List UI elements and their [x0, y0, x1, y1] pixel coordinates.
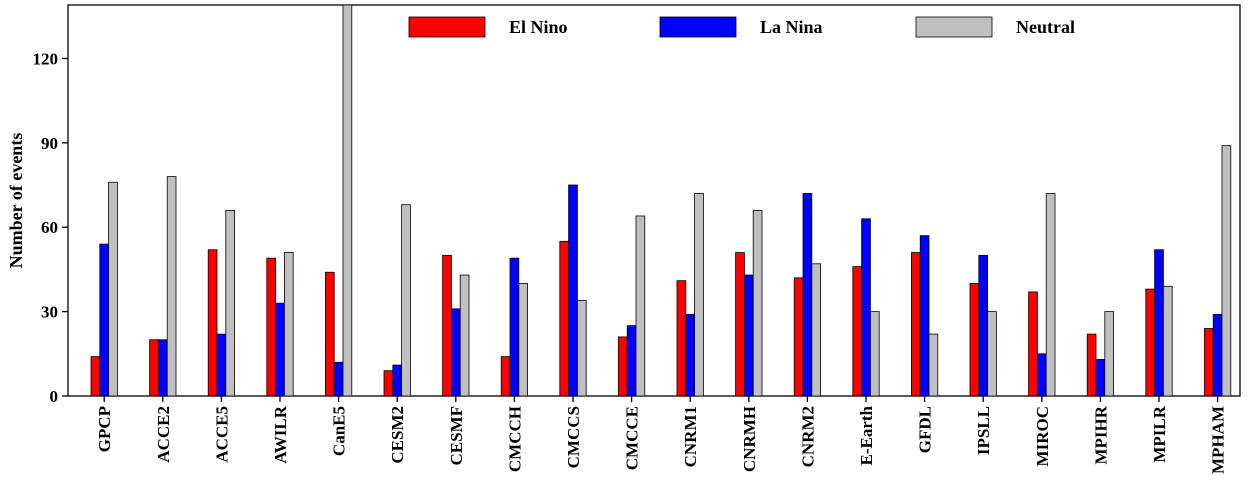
bar-la-nina-cnrm2 [802, 193, 813, 397]
bar-el-nino-acce2 [149, 339, 159, 397]
x-tick-label: CanE5 [330, 406, 349, 456]
bar-neutral-cesmf [459, 274, 470, 397]
bar-neutral-awilr [283, 252, 294, 397]
bar-el-nino-e-earth [852, 266, 862, 397]
bar-el-nino-cmccs [559, 240, 569, 397]
bar-la-nina-e-earth [861, 218, 871, 397]
bar-la-nina-cesmf [450, 308, 461, 397]
bar-la-nina-gpcp [99, 243, 110, 397]
y-tick-label: 60 [41, 218, 58, 237]
x-tick-label: E-Earth [857, 405, 876, 465]
bar-el-nino-mpilr [1145, 288, 1156, 397]
bar-neutral-mpihr [1104, 311, 1115, 397]
bar-el-nino-ipsll [969, 283, 980, 397]
y-tick-label: 90 [41, 134, 58, 153]
x-tick-label: AWILR [271, 405, 290, 463]
x-tick-label: MIROC [1033, 406, 1052, 466]
bar-el-nino-gfdl [911, 252, 921, 397]
bar-el-nino-acce5 [207, 249, 218, 397]
bar-el-nino-miroc [1028, 291, 1038, 397]
bar-el-nino-cesmf [442, 254, 452, 397]
bar-la-nina-mpilr [1154, 249, 1164, 397]
bar-neutral-cesm2 [401, 204, 411, 397]
bar-la-nina-cmcch [509, 257, 520, 397]
plot-area [67, 4, 1241, 397]
legend-swatch-la-nina [659, 16, 737, 38]
bar-neutral-gfdl [928, 333, 939, 397]
bar-neutral-cnrm1 [694, 193, 704, 397]
bar-neutral-cnrmh [752, 209, 763, 397]
plot-frame [67, 4, 1241, 397]
bars-group [90, 4, 1232, 397]
y-tick-label: 120 [33, 49, 59, 68]
bar-la-nina-gfdl [919, 235, 930, 397]
bar-neutral-acce5 [225, 209, 236, 397]
bar-neutral-cane5 [342, 4, 353, 397]
legend-label-el-nino: El Nino [509, 17, 568, 37]
legend: El Nino La Nina Neutral [408, 16, 1075, 38]
x-tick-label: CMCCE [623, 406, 642, 470]
bar-el-nino-cesm2 [383, 370, 394, 397]
bar-la-nina-miroc [1037, 353, 1047, 397]
bar-la-nina-cnrm1 [685, 314, 695, 397]
bar-el-nino-cane5 [324, 271, 335, 397]
legend-label-neutral: Neutral [1016, 17, 1075, 37]
bar-la-nina-ipsll [978, 254, 988, 397]
bar-el-nino-awilr [266, 257, 276, 397]
x-tick-label: CESM2 [388, 406, 407, 464]
bar-el-nino-mpham [1204, 328, 1214, 397]
bar-la-nina-mpham [1212, 314, 1223, 397]
x-tick-label: CESMF [447, 406, 466, 466]
bar-neutral-ipsll [987, 311, 997, 397]
legend-swatch-el-nino [408, 16, 486, 38]
bar-neutral-mpham [1221, 145, 1232, 397]
x-tick-label: CNRM2 [798, 406, 817, 467]
x-tick-label: CMCCS [564, 406, 583, 468]
bar-la-nina-cesm2 [392, 364, 402, 397]
bar-neutral-miroc [1045, 193, 1056, 397]
bar-neutral-cmcch [518, 283, 528, 397]
bar-neutral-cnrm2 [811, 263, 821, 397]
bar-neutral-mpilr [1163, 285, 1173, 397]
bar-la-nina-cmcce [626, 325, 637, 397]
bar-la-nina-awilr [275, 302, 285, 397]
bar-neutral-e-earth [870, 311, 880, 397]
bar-la-nina-cmccs [568, 184, 578, 397]
bar-el-nino-mpihr [1086, 333, 1097, 397]
y-tick-label: 30 [41, 303, 58, 322]
x-tick-label: ACCE2 [154, 406, 173, 463]
bar-el-nino-gpcp [90, 356, 101, 397]
bar-neutral-gpcp [108, 181, 118, 397]
bar-neutral-acce2 [166, 176, 177, 397]
bar-la-nina-cnrmh [744, 274, 754, 397]
x-tick-label: MPILR [1150, 405, 1169, 462]
bar-la-nina-acce5 [216, 333, 227, 397]
bar-el-nino-cmcch [500, 356, 511, 397]
legend-label-la-nina: La Nina [760, 17, 823, 37]
bar-el-nino-cnrm2 [793, 277, 804, 397]
x-tick-label: IPSLL [974, 406, 993, 455]
bar-la-nina-cane5 [333, 361, 344, 397]
y-tick-label: 0 [50, 387, 59, 406]
bar-el-nino-cnrmh [735, 252, 745, 397]
y-axis-title: Number of events [6, 133, 26, 269]
bar-neutral-cmccs [577, 299, 587, 397]
bar-el-nino-cnrm1 [676, 280, 687, 397]
x-tick-label: GPCP [95, 406, 114, 452]
legend-swatch-neutral [915, 16, 993, 38]
bar-la-nina-mpihr [1095, 359, 1106, 397]
x-tick-label: MPIHR [1091, 405, 1110, 464]
x-tick-label: CNRM1 [681, 406, 700, 467]
bar-la-nina-acce2 [157, 339, 168, 397]
axes-group: 0 30 60 90 120 GPCP ACCE2 ACCE5 AWILR CanE5 CESM2 C… [33, 49, 1228, 474]
x-tick-label: MPHAM [1209, 406, 1228, 474]
bar-neutral-cmcce [635, 215, 646, 397]
x-tick-label: GFDL [916, 406, 935, 453]
x-tick-label: ACCE5 [212, 406, 231, 463]
x-tick-label: CNRMH [740, 406, 759, 472]
bar-el-nino-cmcce [618, 336, 628, 397]
x-tick-label: CMCCH [505, 406, 524, 472]
